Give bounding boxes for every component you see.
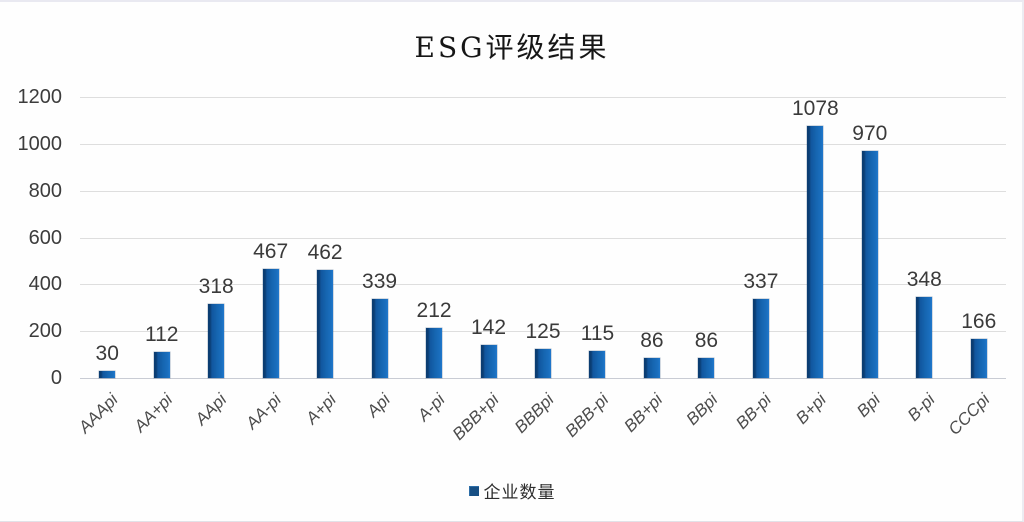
bar-B+pi <box>807 125 824 378</box>
x-axis-tick-label: BBB-pi <box>561 390 612 441</box>
gridline <box>80 378 1006 379</box>
y-axis-tick-label: 1000 <box>17 132 63 155</box>
legend-marker-icon <box>468 485 479 496</box>
bar-CCCpi <box>970 339 987 378</box>
x-axis-tick-label: A-pi <box>413 390 449 425</box>
x-axis-tick-label: AApi <box>191 390 231 429</box>
bar-value-label: 467 <box>253 239 289 263</box>
x-axis-tick-label: AA-pi <box>242 390 286 433</box>
bar-value-label: 30 <box>95 341 119 365</box>
x-axis-tick-label: BBBpi <box>510 390 558 437</box>
y-axis-tick-label: 800 <box>28 179 62 202</box>
x-axis-tick-label: BBB+pi <box>449 390 503 444</box>
y-axis-tick-label: 200 <box>28 320 62 343</box>
bar-AA-pi <box>262 268 279 378</box>
gridline <box>80 143 1006 145</box>
bar-value-label: 86 <box>640 328 664 352</box>
bar-value-label: 112 <box>144 322 179 346</box>
x-axis-tick-label: Bpi <box>853 390 885 421</box>
bar-BBB+pi <box>480 344 497 378</box>
gridline <box>80 190 1006 192</box>
x-axis-tick-label: B-pi <box>903 390 939 425</box>
gridline <box>80 331 1006 333</box>
bar-value-label: 125 <box>525 319 561 343</box>
x-axis-tick-label: BBpi <box>682 390 721 429</box>
bar-value-label: 212 <box>416 299 452 323</box>
bar-value-label: 86 <box>694 328 719 352</box>
bar-value-label: 348 <box>906 267 942 291</box>
bar-BBpi <box>698 357 715 378</box>
bar-value-label: 339 <box>362 269 398 293</box>
bar-value-label: 166 <box>961 310 997 334</box>
chart-title: ESG评级结果 <box>414 31 610 64</box>
bar-AApi <box>208 303 225 378</box>
x-axis-tick-label: B+pi <box>791 390 830 428</box>
bar-Bpi <box>861 150 878 378</box>
y-axis-tick-label: 600 <box>28 226 62 249</box>
bar-Api <box>371 298 388 378</box>
gridline <box>80 237 1006 239</box>
bar-value-label: 1078 <box>791 96 839 120</box>
bar-value-label: 142 <box>470 315 507 339</box>
gridline <box>80 97 1006 98</box>
bar-AA+pi <box>153 351 170 378</box>
x-axis-tick-label: BB-pi <box>732 390 776 433</box>
x-axis-tick-label: CCCpi <box>944 390 994 439</box>
bar-BB+pi <box>643 357 660 378</box>
bar-B-pi <box>916 296 933 378</box>
bar-value-label: 115 <box>580 322 615 346</box>
legend-series-label: 企业数量 <box>483 483 556 502</box>
y-axis-tick-label: 1200 <box>17 86 63 108</box>
gridline <box>80 284 1006 286</box>
x-axis-tick-label: A+pi <box>301 390 340 428</box>
legend: 企业数量 <box>0 478 1022 503</box>
x-axis-tick-label: BB+pi <box>620 390 667 436</box>
x-axis-tick-label: AA+pi <box>130 390 177 436</box>
y-axis-tick-label: 0 <box>50 367 62 389</box>
y-axis-tick-label: 400 <box>28 273 62 296</box>
x-axis-tick-label: AAApi <box>74 390 122 437</box>
bar-BBB-pi <box>589 351 606 378</box>
bar-AAApi <box>99 370 116 378</box>
bar-value-label: 337 <box>743 270 779 294</box>
bar-value-label: 462 <box>307 240 343 264</box>
bar-A+pi <box>317 269 334 378</box>
bar-BB-pi <box>752 299 769 378</box>
bar-value-label: 970 <box>852 121 888 145</box>
bar-value-label: 318 <box>198 274 234 298</box>
x-axis-tick-label: Api <box>363 390 395 421</box>
bar-BBBpi <box>535 348 551 378</box>
bar-A-pi <box>426 328 443 378</box>
